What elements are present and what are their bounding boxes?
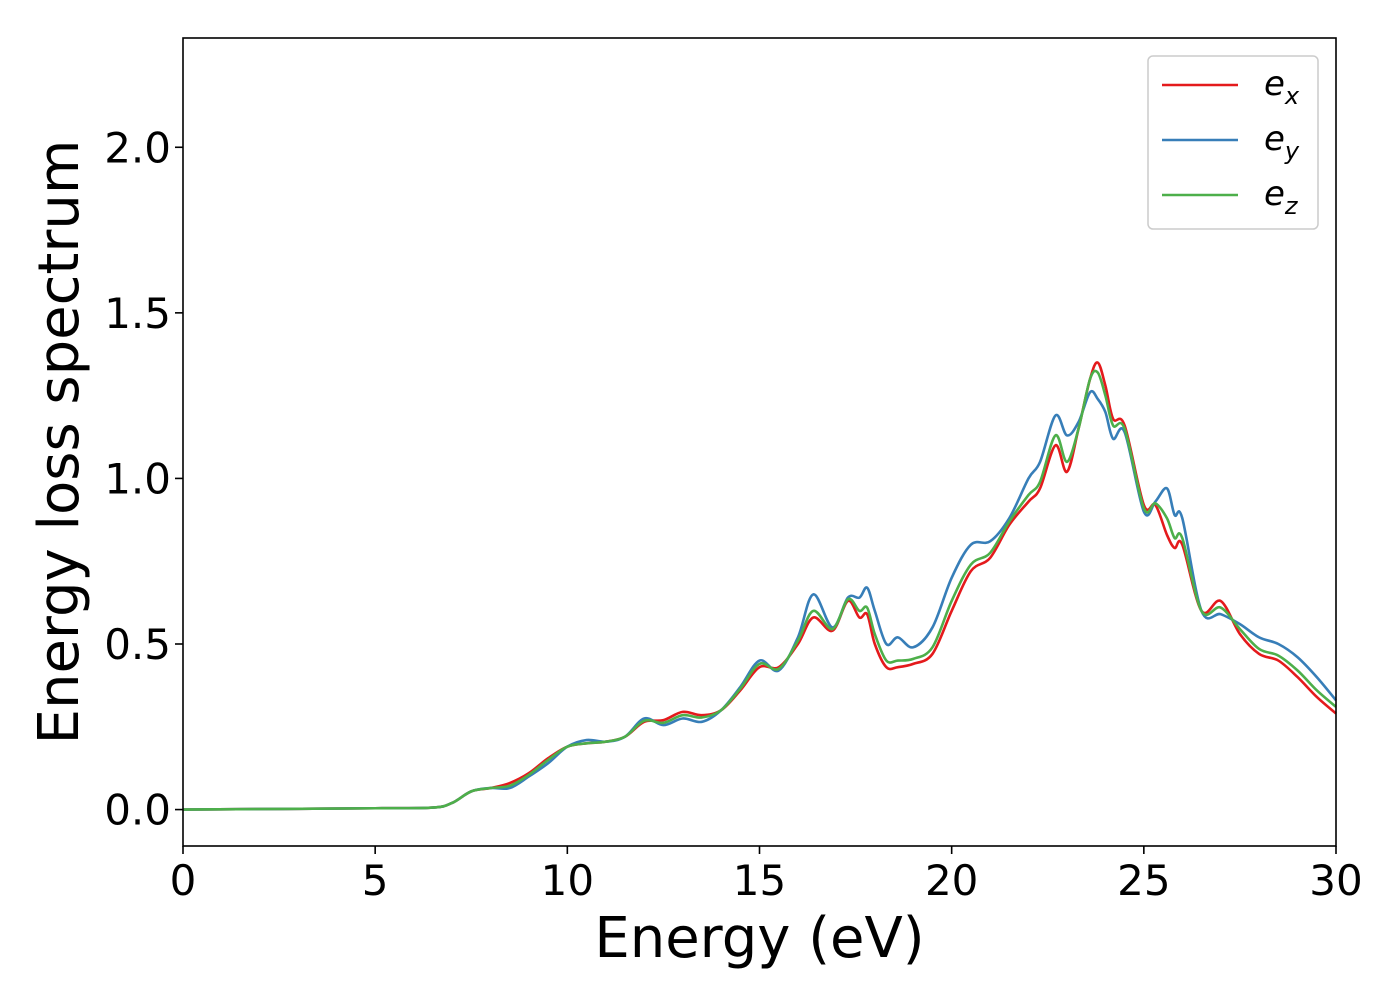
legend-box (1147, 55, 1319, 230)
y-tick-label: 0.0 (104, 786, 171, 835)
legend-label-base: e (1264, 174, 1285, 214)
x-tick-label: 15 (733, 856, 786, 905)
plot-background (183, 38, 1336, 846)
x-tick-label: 25 (1117, 856, 1170, 905)
x-tick-label: 20 (925, 856, 978, 905)
x-axis-label: Energy (eV) (594, 906, 924, 971)
x-tick-label: 30 (1309, 856, 1362, 905)
legend-label-base: e (1264, 64, 1285, 104)
series-line-ez (182, 369, 1337, 811)
legend-label-ez: ez (1264, 174, 1299, 220)
x-tick-label: 10 (541, 856, 594, 905)
legend-label-subscript: x (1284, 82, 1300, 110)
y-tick-label: 1.5 (104, 289, 171, 338)
y-tick-label: 1.0 (104, 454, 171, 503)
x-tick-label: 0 (170, 856, 197, 905)
legend-label-ex: ex (1264, 64, 1300, 110)
x-tick-label: 5 (362, 856, 389, 905)
legend-label-ey: ey (1264, 119, 1300, 165)
y-axis-ticks: 0.0 0.5 1.0 1.5 2.0 (104, 123, 183, 835)
series-layer (182, 361, 1338, 811)
legend-label-base: e (1264, 119, 1285, 159)
legend-label-subscript: z (1284, 192, 1299, 220)
legend-label-subscript: y (1284, 137, 1300, 165)
x-axis-ticks: 0 5 10 15 20 25 30 (170, 846, 1363, 905)
y-tick-label: 2.0 (104, 123, 171, 172)
y-tick-label: 0.5 (104, 620, 171, 669)
y-axis-label: Energy loss spectrum (27, 140, 92, 745)
